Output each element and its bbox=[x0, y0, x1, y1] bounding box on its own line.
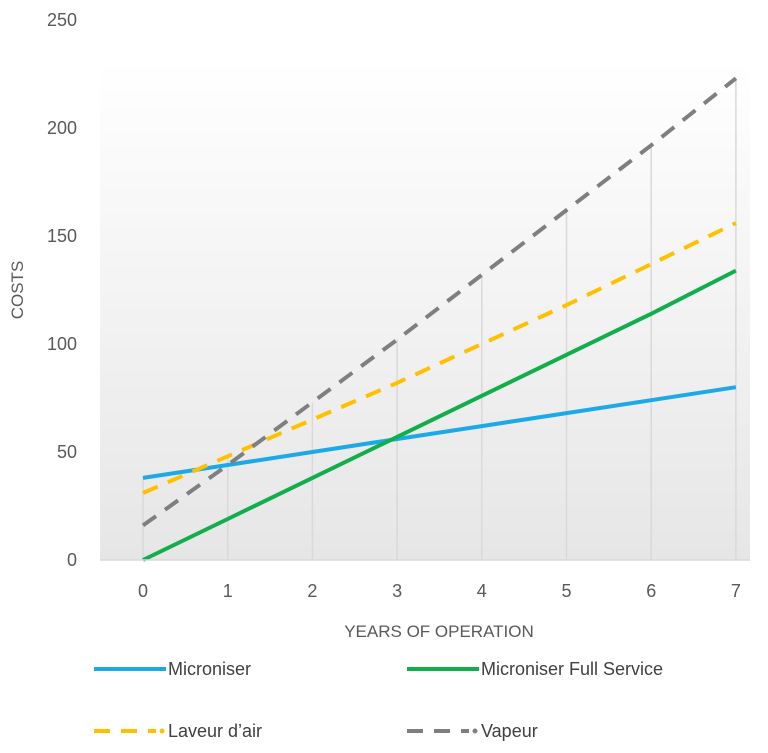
x-axis-title: YEARS OF OPERATION bbox=[344, 622, 534, 641]
x-tick-label: 6 bbox=[646, 581, 656, 601]
series-line-microniser-full-service bbox=[142, 268, 737, 562]
y-tick-label: 100 bbox=[47, 334, 77, 354]
y-tick-label: 150 bbox=[47, 226, 77, 246]
series-line-laveur-d-air bbox=[142, 221, 737, 495]
x-axis-ticks: 0 1 2 3 4 5 6 7 bbox=[138, 581, 741, 601]
series-layer bbox=[141, 76, 738, 562]
x-tick-label: 7 bbox=[731, 581, 741, 601]
y-tick-label: 250 bbox=[47, 10, 77, 30]
legend-label: Laveur d’air bbox=[168, 721, 262, 741]
gridlines bbox=[142, 78, 737, 560]
y-axis-ticks: 0 50 100 150 200 250 bbox=[47, 10, 77, 570]
y-tick-label: 200 bbox=[47, 118, 77, 138]
x-tick-label: 4 bbox=[477, 581, 487, 601]
x-tick-label: 3 bbox=[392, 581, 402, 601]
series-line-microniser bbox=[142, 385, 737, 480]
x-tick-label: 5 bbox=[561, 581, 571, 601]
x-tick-label: 1 bbox=[223, 581, 233, 601]
x-tick-label: 0 bbox=[138, 581, 148, 601]
series-line-vapeur bbox=[141, 76, 738, 528]
legend-label: Microniser bbox=[168, 659, 251, 679]
x-tick-label: 2 bbox=[307, 581, 317, 601]
y-tick-label: 0 bbox=[67, 550, 77, 570]
legend-label: Microniser Full Service bbox=[481, 659, 663, 679]
y-tick-label: 50 bbox=[57, 442, 77, 462]
legend-label: Vapeur bbox=[481, 721, 538, 741]
y-axis-title: COSTS bbox=[8, 261, 27, 320]
legend-marker bbox=[159, 728, 165, 734]
legend: Microniser Microniser Full Service Laveur … bbox=[94, 659, 663, 741]
legend-marker bbox=[472, 728, 478, 734]
